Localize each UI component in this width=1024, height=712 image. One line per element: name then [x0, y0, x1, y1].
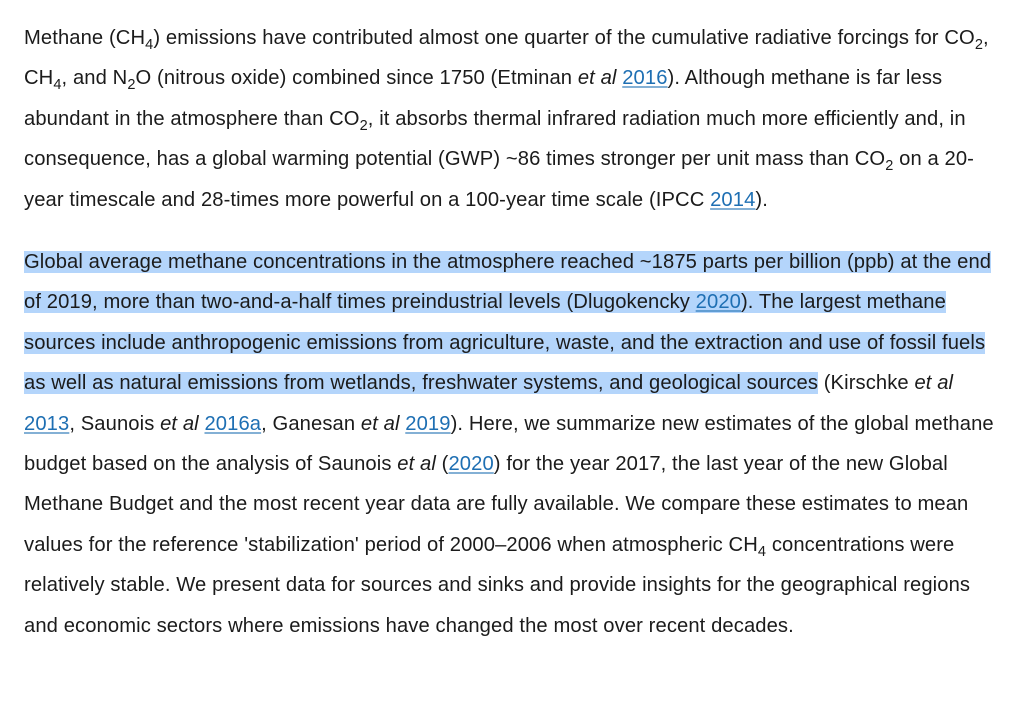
subscript: 2 — [975, 37, 983, 53]
text: ). — [755, 189, 768, 211]
text: (Kirschke — [818, 372, 914, 394]
citation-link[interactable]: 2016a — [204, 413, 261, 435]
citation-link[interactable]: 2020 — [696, 291, 741, 313]
citation-link[interactable]: 2013 — [24, 413, 69, 435]
subscript: 4 — [53, 77, 61, 93]
text: ( — [436, 453, 449, 475]
citation-link[interactable]: 2014 — [710, 189, 755, 211]
subscript: 4 — [758, 544, 766, 560]
citation-link[interactable]: 2019 — [405, 413, 450, 435]
subscript: 2 — [127, 77, 135, 93]
italic-latin: et al — [914, 372, 953, 394]
text: ) emissions have contributed almost one … — [153, 27, 974, 49]
citation-link[interactable]: 2020 — [448, 453, 493, 475]
paragraph-1: Methane (CH 4 ) emissions have contributed… — [24, 18, 1000, 220]
text: , Saunois — [69, 413, 160, 435]
italic-latin: et al — [361, 413, 400, 435]
subscript: 2 — [360, 118, 368, 134]
citation-link[interactable]: 2016 — [622, 67, 667, 89]
article-body: Methane (CH 4 ) emissions have contributed… — [0, 0, 1024, 712]
italic-latin: et al — [578, 67, 617, 89]
italic-latin: et al — [397, 453, 436, 475]
text: Methane (CH — [24, 27, 145, 49]
paragraph-2: Global average methane concentrations in… — [24, 242, 1000, 646]
italic-latin: et al — [160, 413, 199, 435]
text: , and N — [62, 67, 128, 89]
text: , Ganesan — [261, 413, 361, 435]
text: O (nitrous oxide) combined since 1750 (E… — [136, 67, 578, 89]
